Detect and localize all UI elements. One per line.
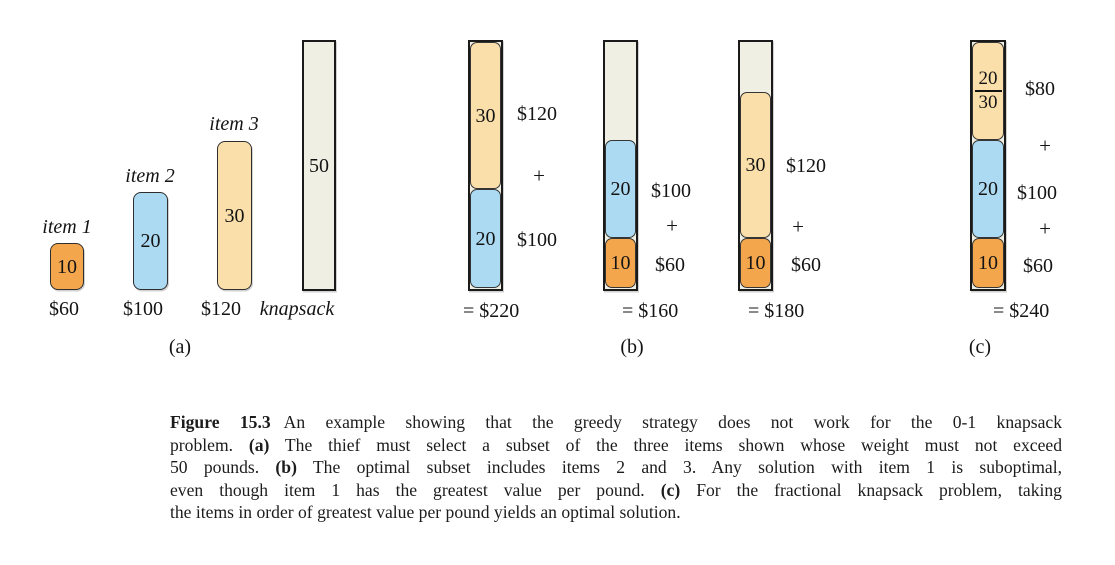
solution-b3-plus-sign: + <box>792 214 804 239</box>
solution-b2-item1-value: $60 <box>655 254 685 276</box>
item3-box: 30 <box>217 141 252 290</box>
item1-box: 10 <box>50 243 84 290</box>
solution-c-fraction-value: $80 <box>1025 78 1055 100</box>
item1-weight: 10 <box>57 255 77 278</box>
item1-name-label: item 1 <box>42 216 92 238</box>
caption-line-3-text: The optimal subset includes items 2 and … <box>296 457 1062 478</box>
item3-name-label: item 3 <box>209 113 259 135</box>
caption-line-2-text: The thief must select a subset of the th… <box>269 434 1063 455</box>
caption-line-5: the items in order of greatest value per… <box>170 501 1062 524</box>
item2-box: 20 <box>133 192 168 290</box>
solution-c-item1-value: $60 <box>1023 255 1053 277</box>
knapsack-word-label: knapsack <box>259 298 335 320</box>
item2-weight: 20 <box>140 230 161 252</box>
solution-b1-item3-segment: 30 <box>470 42 501 189</box>
solution-b1-item2-weight: 20 <box>475 227 496 250</box>
item1-value: $60 <box>49 298 79 320</box>
empty-knapsack: 50 <box>302 40 336 291</box>
caption-line-2: problem. (a) The thief must select a sub… <box>170 434 1062 457</box>
solution-b2-item1-segment: 10 <box>605 238 636 288</box>
item3-value: $120 <box>201 298 241 320</box>
figure-number: Figure 15.3 <box>170 412 271 432</box>
solution-b1-item3-value: $120 <box>517 103 557 125</box>
solution-b1-total: = $220 <box>463 300 520 322</box>
solution-c-item2-segment: 20 <box>972 140 1004 238</box>
solution-b3-item1-value: $60 <box>791 254 821 276</box>
solution-c-plus-sign-1: + <box>1039 133 1051 158</box>
caption-line-2-pre: problem. <box>170 434 249 455</box>
caption-line-3-pre: 50 pounds. <box>170 457 276 478</box>
panel-a-tag: (a) <box>168 336 192 358</box>
solution-b3-total: = $180 <box>748 300 805 322</box>
solution-c-item3-fraction-segment: 20 30 <box>972 42 1004 140</box>
solution-c-knapsack: 20 30 20 10 <box>970 40 1006 291</box>
caption-line-3: 50 pounds. (b) The optimal subset includ… <box>170 456 1062 479</box>
solution-c-item1-segment: 10 <box>972 238 1004 288</box>
solution-b3-item1-weight: 10 <box>745 252 766 274</box>
solution-c-item2-weight: 20 <box>978 178 998 200</box>
item2-name-label: item 2 <box>125 165 175 187</box>
caption-line-1: Figure 15.3 An example showing that the g… <box>170 411 1062 434</box>
solution-b2-item2-segment: 20 <box>605 140 636 238</box>
solution-c-item2-value: $100 <box>1017 182 1057 204</box>
item2-value: $100 <box>123 298 163 320</box>
solution-b1-knapsack: 30 20 <box>468 40 503 291</box>
caption-line-4: even though item 1 has the greatest valu… <box>170 479 1062 502</box>
figure-caption: Figure 15.3 An example showing that the g… <box>170 411 1062 524</box>
fraction-bar <box>974 90 1002 92</box>
caption-ref-c: (c) <box>660 479 681 500</box>
fraction-denominator: 30 <box>978 92 998 114</box>
solution-b1-plus-sign: + <box>533 163 545 188</box>
solution-c-item1-weight: 10 <box>978 252 998 274</box>
solution-b2-item1-weight: 10 <box>610 252 631 274</box>
item3-weight: 30 <box>224 204 245 227</box>
knapsack-capacity-wrap: 50 <box>304 42 334 289</box>
solution-b3-item3-weight: 30 <box>745 154 766 176</box>
fraction-numerator: 20 <box>978 68 998 90</box>
caption-ref-b: (b) <box>275 457 297 478</box>
fraction-20-over-30: 20 30 <box>974 68 1002 114</box>
solution-b1-item2-value: $100 <box>517 229 557 251</box>
solution-b3-item3-segment: 30 <box>740 92 771 238</box>
caption-line-4-pre: even though item 1 has the greatest valu… <box>170 479 661 500</box>
solution-b2-total: = $160 <box>622 300 679 322</box>
solution-b3-knapsack: 30 10 <box>738 40 773 291</box>
panel-b-tag: (b) <box>620 336 644 358</box>
caption-line-5-text: the items in order of greatest value per… <box>170 502 681 523</box>
panel-c-tag: (c) <box>968 336 992 358</box>
solution-b2-item2-weight: 20 <box>610 178 631 200</box>
solution-b2-plus-sign: + <box>666 213 678 238</box>
solution-b1-item2-segment: 20 <box>470 189 501 288</box>
solution-b1-item3-weight: 30 <box>475 104 496 127</box>
solution-c-plus-sign-2: + <box>1039 216 1051 241</box>
solution-b3-item3-value: $120 <box>786 155 826 177</box>
solution-b2-item2-value: $100 <box>651 180 691 202</box>
caption-ref-a: (a) <box>248 434 270 455</box>
knapsack-capacity: 50 <box>309 154 329 177</box>
caption-line-1-text: An example showing that the greedy strat… <box>283 412 1062 432</box>
solution-b3-item1-segment: 10 <box>740 238 771 288</box>
solution-b2-knapsack: 20 10 <box>603 40 638 291</box>
solution-c-total: = $240 <box>993 300 1050 322</box>
caption-line-4-text: For the fractional knapsack problem, tak… <box>680 479 1062 500</box>
